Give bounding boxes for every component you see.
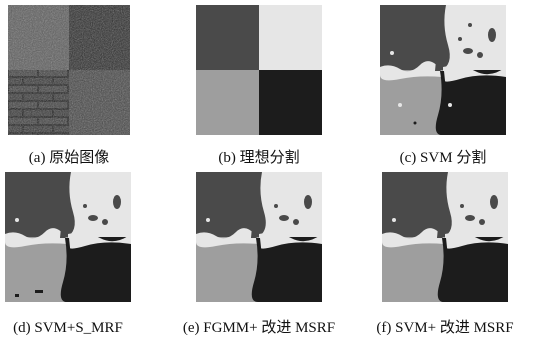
caption: (e) FGMM+ 改进 MSRF bbox=[183, 319, 335, 336]
fgmm-msrf-segmentation bbox=[196, 172, 322, 302]
caption: (b) 理想分割 bbox=[218, 149, 299, 166]
svm-msrf-segmentation bbox=[382, 172, 508, 302]
caption: (d) SVM+S_MRF bbox=[13, 320, 123, 336]
svm-segmentation bbox=[380, 5, 506, 135]
caption: (a) 原始图像 bbox=[29, 149, 109, 166]
svm-smrf-segmentation bbox=[5, 172, 131, 302]
ideal-segmentation bbox=[196, 5, 322, 135]
caption: (c) SVM 分割 bbox=[400, 149, 487, 166]
original-image bbox=[8, 5, 130, 135]
figure: (a) 原始图像 (b) 理想分割 (c) SVM 分割 (d) SVM+S_M… bbox=[0, 0, 534, 342]
caption: (f) SVM+ 改进 MSRF bbox=[376, 319, 513, 336]
